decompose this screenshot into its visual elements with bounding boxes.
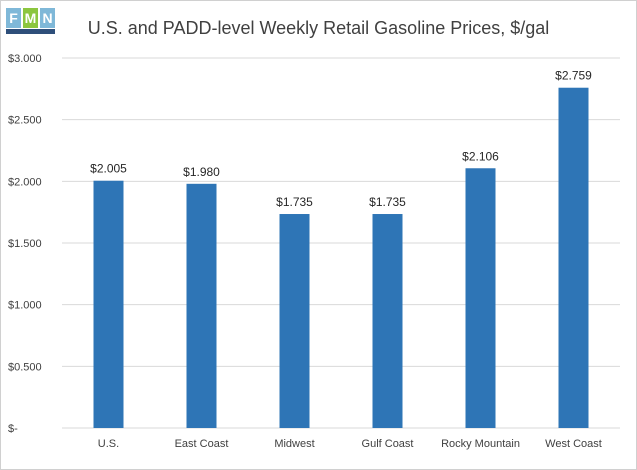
bar-gulf-coast xyxy=(372,214,403,428)
svg-text:M: M xyxy=(25,10,37,26)
y-tick-label: $- xyxy=(8,423,18,435)
bar-u-s- xyxy=(93,180,124,428)
data-label: $2.106 xyxy=(462,149,499,163)
x-tick-label: Midwest xyxy=(274,438,314,450)
data-label: $2.005 xyxy=(90,162,127,176)
x-tick-label: Gulf Coast xyxy=(362,438,414,450)
x-tick-label: East Coast xyxy=(175,438,229,450)
data-labels: $2.005 $1.980 $1.735 $1.735 $2.106 $2.759 xyxy=(90,69,592,209)
x-axis-labels: U.S. East Coast Midwest Gulf Coast Rocky Mou… xyxy=(98,438,602,450)
bar-midwest xyxy=(279,214,310,428)
gridlines xyxy=(62,57,620,429)
chart-title: U.S. and PADD-level Weekly Retail Gasoli… xyxy=(87,18,550,38)
x-tick-label: U.S. xyxy=(98,438,119,450)
y-axis-labels: $- $0.500 $1.000 $1.500 $2.000 $2.500 $3.000 xyxy=(8,53,42,435)
y-tick-label: $2.500 xyxy=(8,115,42,127)
fmn-logo: F M N xyxy=(5,6,57,36)
y-tick-label: $2.000 xyxy=(8,176,42,188)
x-tick-label: Rocky Mountain xyxy=(441,438,520,450)
y-tick-label: $3.000 xyxy=(8,53,42,65)
y-tick-label: $1.000 xyxy=(8,300,42,312)
bars xyxy=(93,87,589,429)
bar-west-coast xyxy=(558,87,589,429)
y-tick-label: $0.500 xyxy=(8,361,42,373)
y-tick-label: $1.500 xyxy=(8,238,42,250)
svg-text:N: N xyxy=(42,10,52,26)
bar-rocky-mountain xyxy=(465,168,496,428)
bar-east-coast xyxy=(186,183,217,428)
data-label: $1.980 xyxy=(183,165,220,179)
data-label: $1.735 xyxy=(276,195,313,209)
data-label: $1.735 xyxy=(369,195,406,209)
svg-text:F: F xyxy=(9,10,18,26)
data-label: $2.759 xyxy=(555,69,592,83)
x-tick-label: West Coast xyxy=(545,438,602,450)
